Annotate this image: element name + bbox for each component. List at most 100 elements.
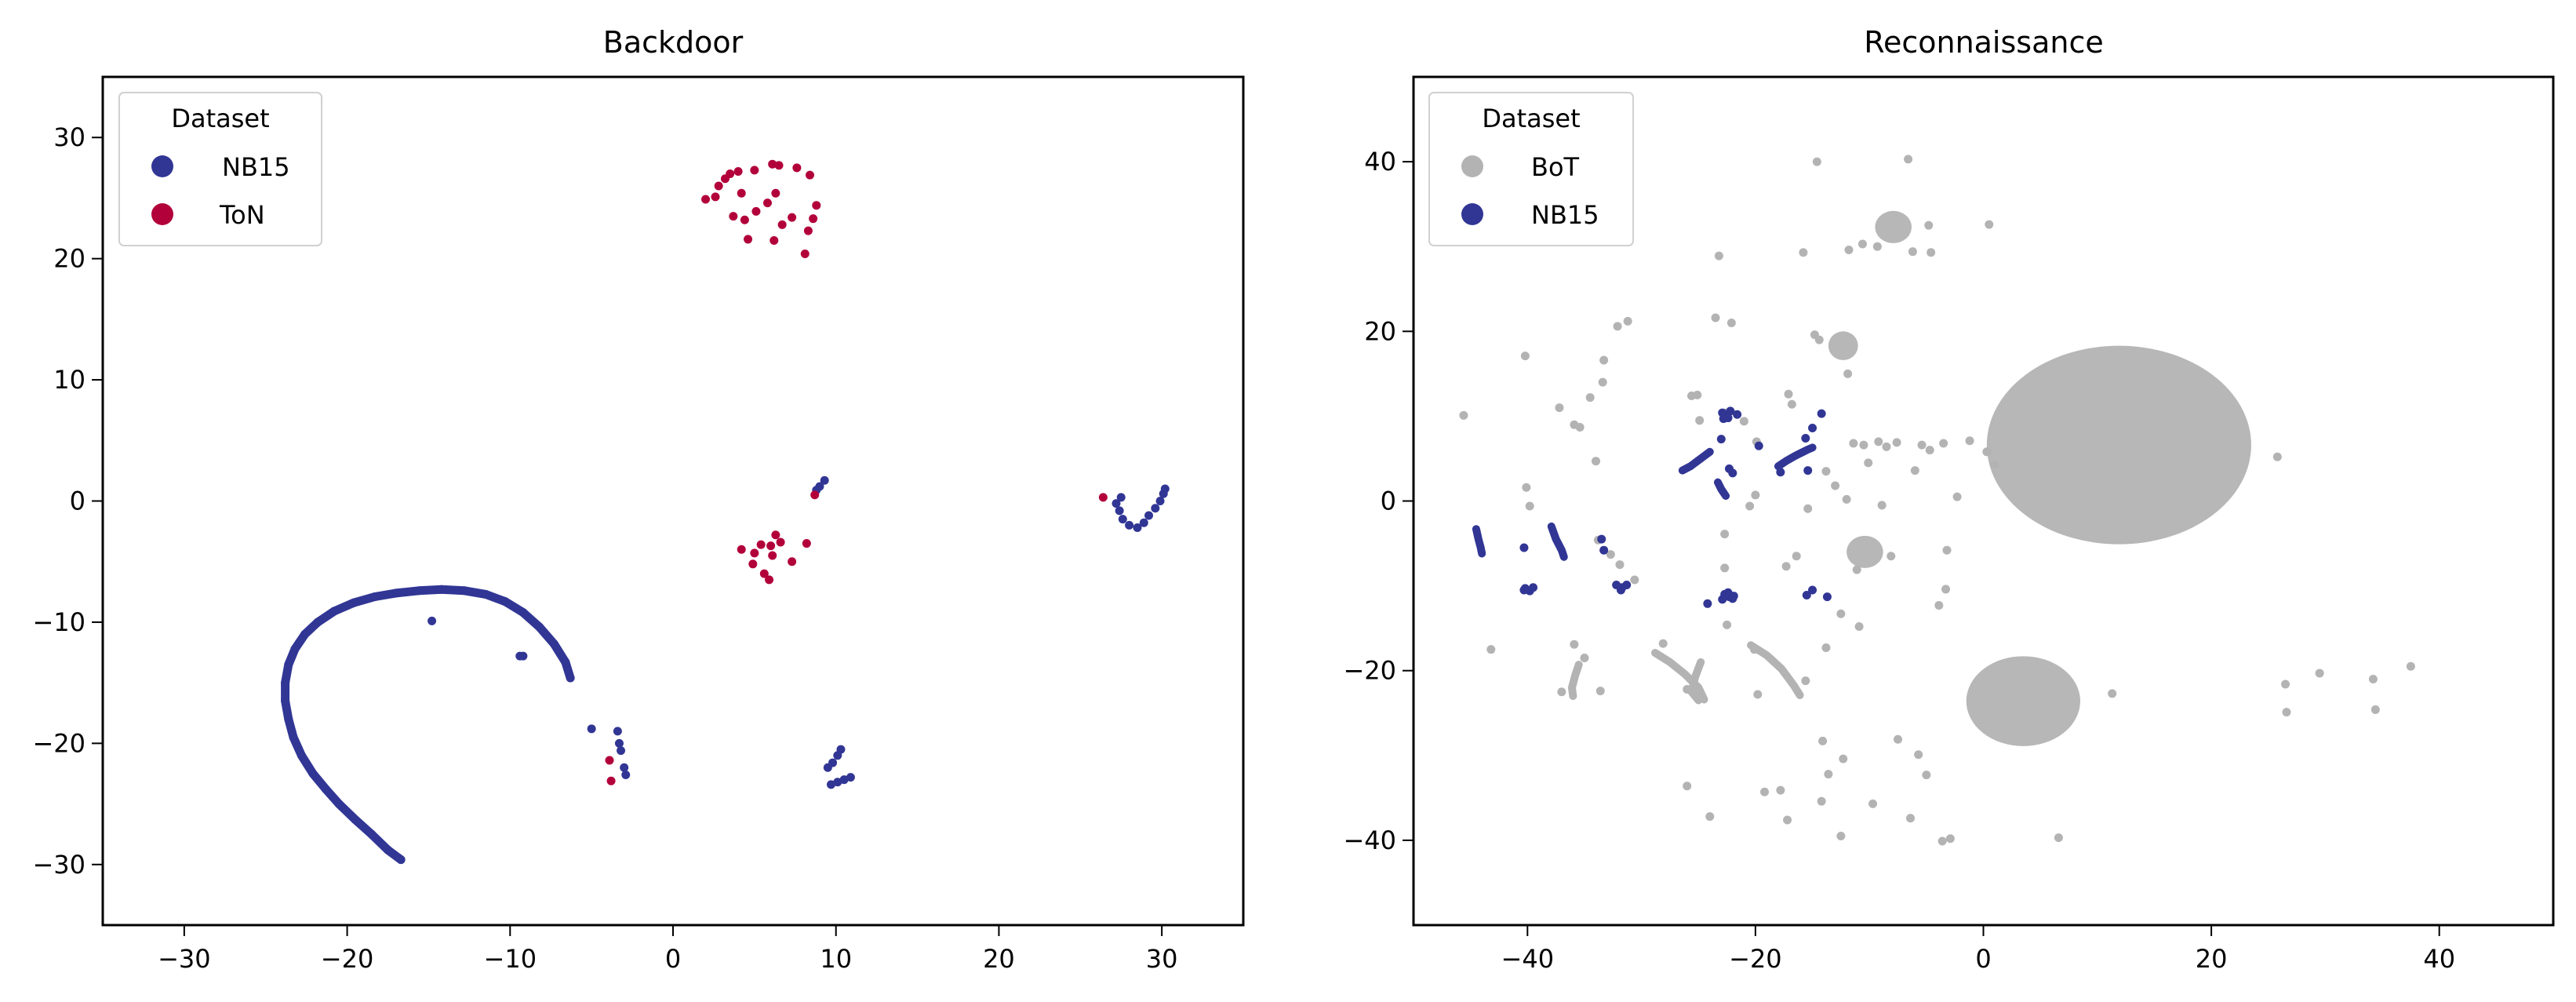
data-point	[1598, 377, 1607, 387]
data-point	[1520, 352, 1530, 361]
data-point	[370, 592, 380, 601]
data-point	[1683, 782, 1692, 791]
data-point	[750, 548, 759, 558]
data-point	[384, 845, 392, 854]
data-point	[1525, 501, 1534, 511]
data-point	[756, 540, 766, 549]
data-point	[1924, 220, 1934, 230]
data-point	[1754, 441, 1763, 450]
data-point	[1580, 653, 1589, 662]
data-point	[605, 756, 614, 765]
x-tick-label: 10	[820, 944, 852, 974]
data-point	[1965, 436, 1974, 446]
data-point	[768, 551, 777, 560]
data-point	[1753, 690, 1763, 699]
data-point	[284, 660, 293, 669]
data-point	[1693, 390, 1702, 399]
point-trail	[1472, 525, 1486, 558]
data-point	[711, 192, 720, 202]
data-point	[1760, 787, 1770, 796]
data-point	[809, 214, 818, 224]
data-point	[1934, 600, 1944, 610]
data-point	[613, 727, 622, 736]
x-tick-label: 20	[2196, 944, 2228, 974]
data-point	[820, 475, 829, 485]
data-point	[1842, 494, 1851, 504]
data-point	[549, 639, 558, 649]
data-point	[1776, 468, 1785, 477]
data-point	[1892, 438, 1901, 447]
data-point	[1872, 242, 1882, 251]
data-point	[828, 758, 838, 767]
data-point	[566, 673, 575, 683]
data-point	[1836, 609, 1846, 618]
data-point	[1904, 155, 1913, 164]
data-point	[1783, 815, 1792, 825]
data-point	[1575, 422, 1585, 432]
data-point	[1591, 457, 1600, 466]
y-tick-label: −10	[32, 607, 86, 637]
data-point	[1808, 585, 1817, 595]
data-point	[289, 733, 298, 742]
legend-title: Dataset	[171, 104, 269, 133]
data-point	[1822, 592, 1832, 602]
data-point	[1728, 468, 1737, 478]
data-point	[1098, 493, 1108, 502]
data-point	[561, 658, 570, 667]
y-tick-label: 20	[53, 244, 86, 274]
data-point	[391, 588, 401, 598]
data-point	[587, 724, 596, 734]
data-point	[2370, 705, 2380, 714]
data-point	[2368, 675, 2378, 684]
data-point	[1857, 239, 1867, 249]
data-point	[1599, 355, 1609, 365]
data-point	[621, 771, 631, 780]
data-point	[765, 575, 774, 585]
point-trail	[1568, 661, 1583, 701]
y-tick-label: −20	[32, 728, 86, 758]
data-point	[1739, 417, 1748, 426]
data-point	[1812, 157, 1821, 166]
data-point	[284, 714, 293, 723]
reconnaissance-chart: Reconnaissance −40 −20 0 20 40 −40 −20 0 20 40 D…	[1343, 25, 2555, 974]
data-point	[1937, 836, 1947, 846]
data-point	[351, 815, 360, 825]
data-point	[1781, 562, 1791, 571]
y-tick-label: 30	[53, 122, 86, 152]
data-point	[1852, 565, 1861, 574]
data-point	[788, 557, 797, 567]
data-point	[776, 537, 785, 547]
data-point	[1723, 620, 1732, 629]
data-point	[606, 776, 616, 785]
point-trail	[1547, 522, 1568, 561]
data-point	[281, 696, 290, 705]
data-point	[1729, 592, 1738, 601]
data-point	[1144, 511, 1154, 520]
data-point	[1906, 814, 1916, 823]
data-point	[1925, 446, 1934, 455]
data-point	[1115, 506, 1124, 516]
data-point	[2282, 708, 2291, 717]
data-point	[1519, 543, 1529, 552]
data-point	[1990, 460, 1999, 469]
data-point	[1133, 523, 1142, 532]
data-point	[714, 181, 723, 191]
data-point	[1803, 466, 1813, 475]
data-point	[726, 169, 735, 179]
data-point	[733, 166, 743, 176]
data-point	[750, 166, 759, 175]
data-point	[322, 785, 331, 794]
data-point	[1726, 318, 1736, 327]
legend-label-nb15: NB15	[222, 152, 290, 182]
series-bot	[1459, 155, 2415, 846]
data-point	[1945, 834, 1955, 844]
data-point	[740, 215, 749, 224]
data-point	[1557, 687, 1566, 697]
data-point	[1720, 563, 1730, 573]
data-point	[1864, 458, 1873, 468]
data-point	[1910, 466, 1919, 475]
y-axis-ticks: −30 −20 −10 0 10 20 30	[32, 122, 103, 880]
point-trail	[1714, 478, 1730, 500]
data-point	[1882, 442, 1891, 451]
